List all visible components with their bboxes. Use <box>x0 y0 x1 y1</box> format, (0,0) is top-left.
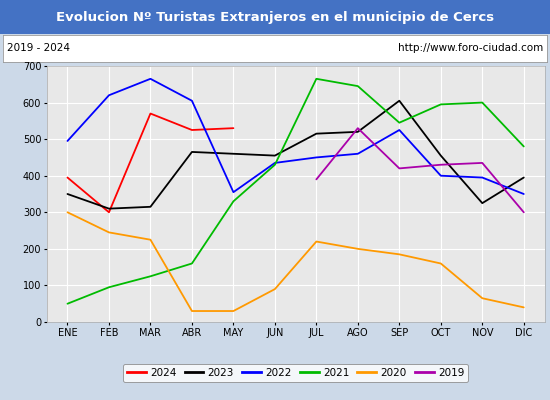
Text: 2019 - 2024: 2019 - 2024 <box>7 43 70 53</box>
Legend: 2024, 2023, 2022, 2021, 2020, 2019: 2024, 2023, 2022, 2021, 2020, 2019 <box>123 364 469 382</box>
Text: Evolucion Nº Turistas Extranjeros en el municipio de Cercs: Evolucion Nº Turistas Extranjeros en el … <box>56 10 494 24</box>
Text: http://www.foro-ciudad.com: http://www.foro-ciudad.com <box>398 43 543 53</box>
